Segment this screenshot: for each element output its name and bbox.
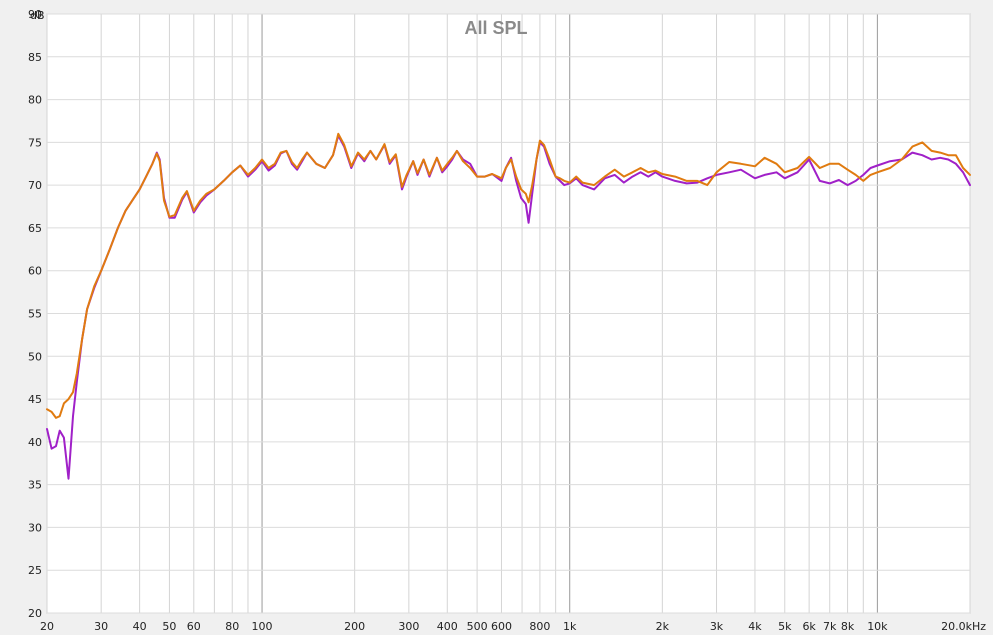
x-tick-label: 100 [252, 620, 273, 633]
series-layer [46, 132, 971, 480]
x-tick-label: 10k [867, 620, 888, 633]
y-tick-label: 35 [28, 479, 42, 492]
x-tick-label: 1k [563, 620, 577, 633]
x-tick-label: 300 [398, 620, 419, 633]
x-tick-label: 4k [748, 620, 762, 633]
y-tick-labels: 20 25 30 35 40 45 50 55 60 65 70 75 80 85 90 [28, 8, 42, 620]
x-tick-label: 5k [778, 620, 792, 633]
y-tick-label: 75 [28, 136, 42, 149]
y-tick-label: 85 [28, 51, 42, 64]
y-tick-label: 55 [28, 308, 42, 321]
series-line-2 [46, 132, 971, 419]
x-tick-label: 6k [802, 620, 816, 633]
chart-title: All SPL [464, 18, 527, 38]
x-tick-label: 600 [491, 620, 512, 633]
y-tick-label: 40 [28, 436, 42, 449]
horizontal-grid [47, 13, 970, 614]
y-tick-label: 45 [28, 393, 42, 406]
x-tick-label: 60 [187, 620, 201, 633]
y-tick-label: 65 [28, 222, 42, 235]
x-tick-label: 7k [823, 620, 837, 633]
x-tick-label: 8k [841, 620, 855, 633]
x-tick-label: 20.0kHz [941, 620, 986, 633]
x-tick-label: 80 [225, 620, 239, 633]
x-tick-label: 40 [133, 620, 147, 633]
y-tick-label: 90 [28, 8, 42, 21]
x-tick-label: 30 [94, 620, 108, 633]
x-tick-label: 400 [437, 620, 458, 633]
y-tick-label: 30 [28, 521, 42, 534]
y-tick-label: 50 [28, 350, 42, 363]
y-axis-label: dB [30, 9, 45, 22]
y-tick-label: 80 [28, 94, 42, 107]
x-tick-label: 2k [656, 620, 670, 633]
x-tick-label: 50 [162, 620, 176, 633]
x-tick-label: 800 [529, 620, 550, 633]
y-tick-label: 25 [28, 564, 42, 577]
y-tick-label: 20 [28, 607, 42, 620]
x-tick-label: 500 [467, 620, 488, 633]
x-tick-label: 20 [40, 620, 54, 633]
x-tick-labels: 20 30 40 50 60 80 100 200 300 400 500 600 800 1k 2k 3k 4… [40, 620, 986, 633]
y-tick-label: 60 [28, 265, 42, 278]
x-tick-label: 3k [710, 620, 724, 633]
y-tick-label: 70 [28, 179, 42, 192]
x-tick-label: 200 [344, 620, 365, 633]
